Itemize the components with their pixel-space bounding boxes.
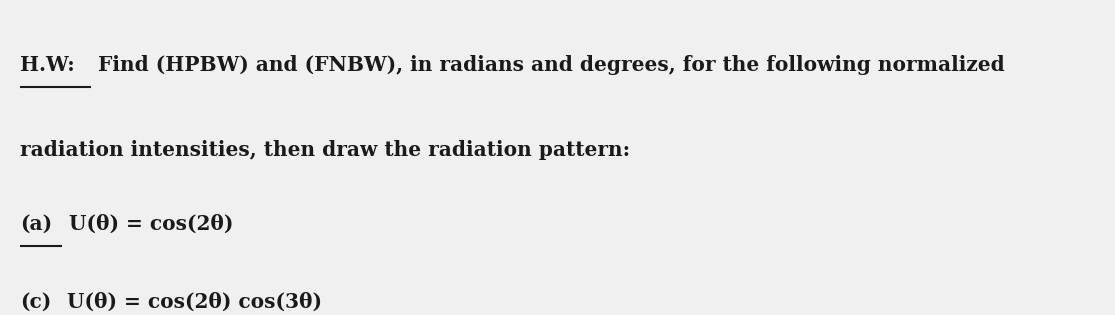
Text: (a): (a) xyxy=(20,214,52,234)
Text: H.W:: H.W: xyxy=(20,55,75,75)
Text: radiation intensities, then draw the radiation pattern:: radiation intensities, then draw the rad… xyxy=(20,140,630,160)
Text: (c): (c) xyxy=(20,291,51,311)
Text: U(θ) = cos(2θ): U(θ) = cos(2θ) xyxy=(61,214,233,234)
Text: U(θ) = cos(2θ) cos(3θ): U(θ) = cos(2θ) cos(3θ) xyxy=(60,291,322,311)
Text: Find (HPBW) and (FNBW), in radians and degrees, for the following normalized: Find (HPBW) and (FNBW), in radians and d… xyxy=(90,55,1005,75)
